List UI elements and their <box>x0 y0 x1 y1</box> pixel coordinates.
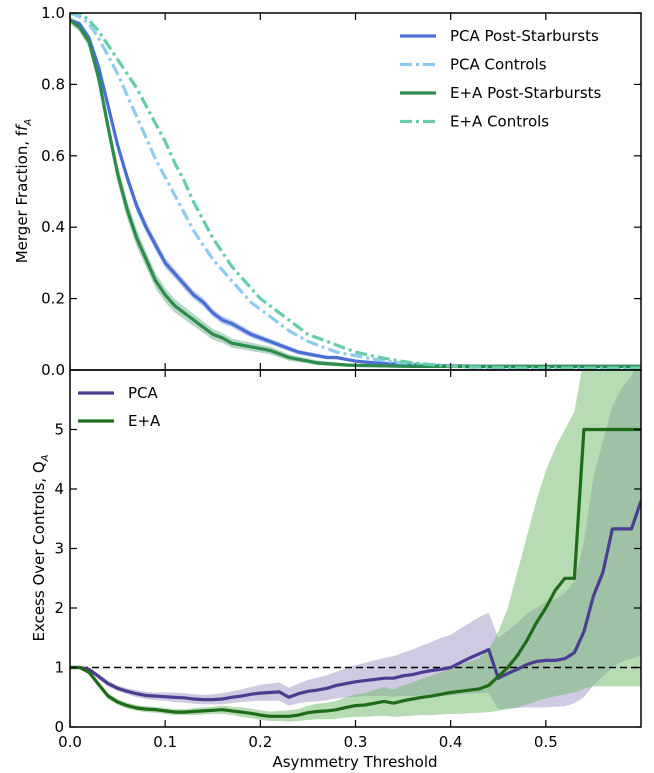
top-y-tick-label: 0.4 <box>41 218 65 236</box>
excess-over-controls-panel: 0 1 2 3 4 5 0.0 0.1 0.2 0.3 0.4 0.5 Excess Over Con… <box>30 369 642 771</box>
band-pca-post-starbursts <box>70 18 641 368</box>
top-legend: PCA Post-Starbursts PCA Controls E+A Post-… <box>400 27 602 131</box>
x-tick-label: 0.4 <box>439 733 463 751</box>
bottom-y-tick-label: 4 <box>54 480 64 498</box>
series-line-eplusa <box>70 427 641 718</box>
series-line-pca-controls <box>70 13 641 370</box>
legend-label-eplusa-post-starbursts: E+A Post-Starbursts <box>450 84 602 102</box>
series-line-pca-post-starbursts <box>70 18 641 368</box>
top-panel-frame <box>69 12 642 371</box>
x-tick-label: 0.5 <box>534 733 558 751</box>
top-y-axis-title: Merger Fraction, ffA <box>13 119 34 264</box>
x-tick-label: 0.0 <box>58 733 82 751</box>
series-line-eplusa-post-starbursts <box>70 18 641 368</box>
top-y-tick-label: 0.2 <box>41 290 65 308</box>
top-y-tick-label: 0.6 <box>41 147 65 165</box>
x-tick-label: 0.1 <box>153 733 177 751</box>
merger-fraction-panel: 0.00.20.40.60.81.0 Merger Fraction, ffA … <box>13 4 642 379</box>
x-tick-label: 0.2 <box>248 733 272 751</box>
band-eplusa-post-starbursts <box>70 16 641 368</box>
bottom-y-tick-label: 0 <box>54 718 64 736</box>
series-line-pca <box>70 500 641 702</box>
top-y-tick-label: 1.0 <box>41 4 65 22</box>
legend-label-pca-post-starbursts: PCA Post-Starbursts <box>450 27 599 45</box>
x-axis-title: Asymmetry Threshold <box>272 753 437 771</box>
bottom-y-tick-label: 1 <box>54 659 64 677</box>
top-y-tick-label: 0.0 <box>41 361 65 379</box>
top-y-tick-label: 0.8 <box>41 75 65 93</box>
bottom-legend: PCA E+A <box>78 384 161 430</box>
bottom-y-axis-title: Excess Over Controls, QA <box>30 454 51 641</box>
bottom-panel-frame <box>69 369 642 728</box>
bottom-y-tick-label: 3 <box>54 540 64 558</box>
band-eplusa <box>70 370 641 722</box>
bottom-y-tick-label: 5 <box>54 421 64 439</box>
legend-label-eplusa-controls: E+A Controls <box>450 113 549 131</box>
legend-label-pca-controls: PCA Controls <box>450 56 547 74</box>
x-tick-label: 0.3 <box>344 733 368 751</box>
series-line-eplusa-controls <box>70 13 641 370</box>
legend-label-pca: PCA <box>128 384 159 402</box>
bottom-y-tick-label: 2 <box>54 599 64 617</box>
legend-label-eplusa: E+A <box>128 412 161 430</box>
